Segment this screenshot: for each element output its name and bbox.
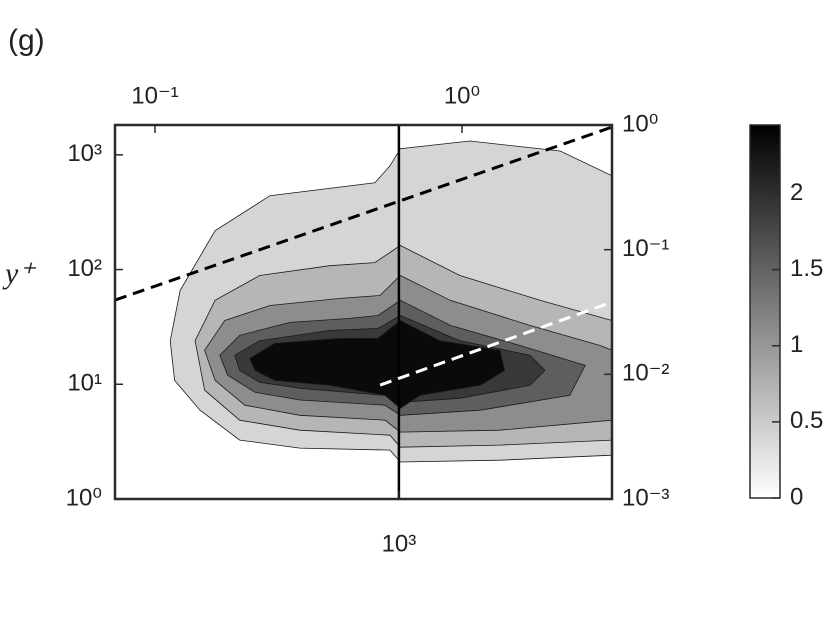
- tick-label: 10⁻³: [622, 484, 669, 511]
- colorbar-tick-label: 1.5: [790, 255, 823, 282]
- colorbar: [749, 124, 781, 499]
- plot-area: [115, 125, 612, 499]
- panel-label: (g): [8, 24, 45, 57]
- reference-line: [115, 125, 612, 302]
- tick-label: 10²: [67, 255, 102, 282]
- y-axis-label: y⁺: [2, 257, 36, 290]
- tick-label: 10⁰: [66, 484, 102, 511]
- tick-label: 10¹: [67, 370, 102, 397]
- tick-label: 10³: [67, 140, 102, 167]
- tick-label: 10⁰: [622, 110, 658, 137]
- tick-label: 10⁰: [444, 82, 480, 109]
- tick-label: 10³: [382, 530, 417, 557]
- contour-band: [249, 320, 506, 409]
- colorbar-tick-label: 0: [790, 483, 803, 510]
- tick-label: 10⁻¹: [622, 235, 669, 262]
- tick-label: 10⁻²: [622, 360, 669, 387]
- tick-label: 10⁻¹: [131, 82, 178, 109]
- colorbar-tick-label: 1: [790, 331, 803, 358]
- colorbar-tick-label: 2: [790, 179, 803, 206]
- colorbar-tick-label: 0.5: [790, 407, 823, 434]
- reference-line: [379, 300, 612, 387]
- axes-box: [113, 123, 614, 501]
